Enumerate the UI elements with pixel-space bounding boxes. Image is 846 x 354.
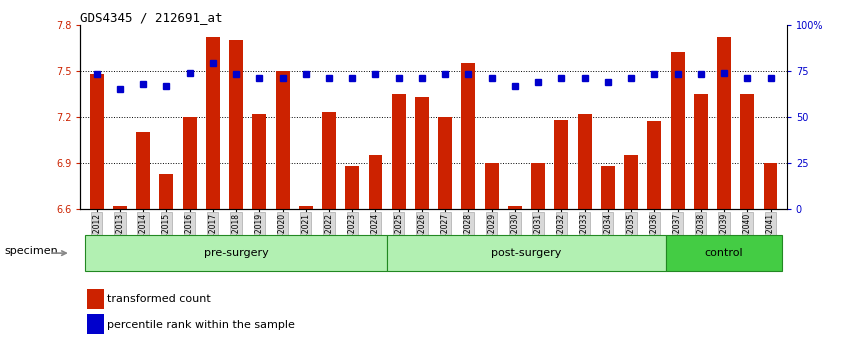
- Bar: [461, 63, 475, 209]
- Bar: [276, 71, 289, 209]
- Text: post-surgery: post-surgery: [492, 248, 562, 258]
- Bar: [369, 155, 382, 209]
- Bar: [322, 112, 336, 209]
- Bar: [578, 114, 591, 209]
- Bar: [87, 314, 104, 334]
- Bar: [229, 40, 243, 209]
- Bar: [531, 163, 545, 209]
- Bar: [345, 166, 360, 209]
- Bar: [299, 206, 313, 209]
- Bar: [113, 206, 127, 209]
- Bar: [508, 206, 522, 209]
- Bar: [694, 94, 708, 209]
- Bar: [554, 120, 569, 209]
- Bar: [87, 289, 104, 309]
- Bar: [136, 132, 150, 209]
- FancyBboxPatch shape: [666, 235, 783, 271]
- Text: percentile rank within the sample: percentile rank within the sample: [107, 320, 295, 330]
- Bar: [485, 163, 498, 209]
- FancyBboxPatch shape: [387, 235, 666, 271]
- Bar: [252, 114, 266, 209]
- FancyBboxPatch shape: [85, 235, 387, 271]
- Bar: [415, 97, 429, 209]
- Bar: [438, 117, 452, 209]
- Text: GDS4345 / 212691_at: GDS4345 / 212691_at: [80, 11, 222, 24]
- Bar: [624, 155, 638, 209]
- Text: specimen: specimen: [4, 246, 58, 256]
- Bar: [740, 94, 755, 209]
- Bar: [206, 37, 220, 209]
- Text: control: control: [705, 248, 744, 258]
- Bar: [183, 117, 196, 209]
- Bar: [90, 74, 103, 209]
- Bar: [159, 173, 173, 209]
- Bar: [764, 163, 777, 209]
- Text: transformed count: transformed count: [107, 294, 211, 304]
- Text: pre-surgery: pre-surgery: [204, 248, 268, 258]
- Bar: [671, 52, 684, 209]
- Bar: [392, 94, 406, 209]
- Bar: [601, 166, 615, 209]
- Bar: [647, 121, 662, 209]
- Bar: [717, 37, 731, 209]
